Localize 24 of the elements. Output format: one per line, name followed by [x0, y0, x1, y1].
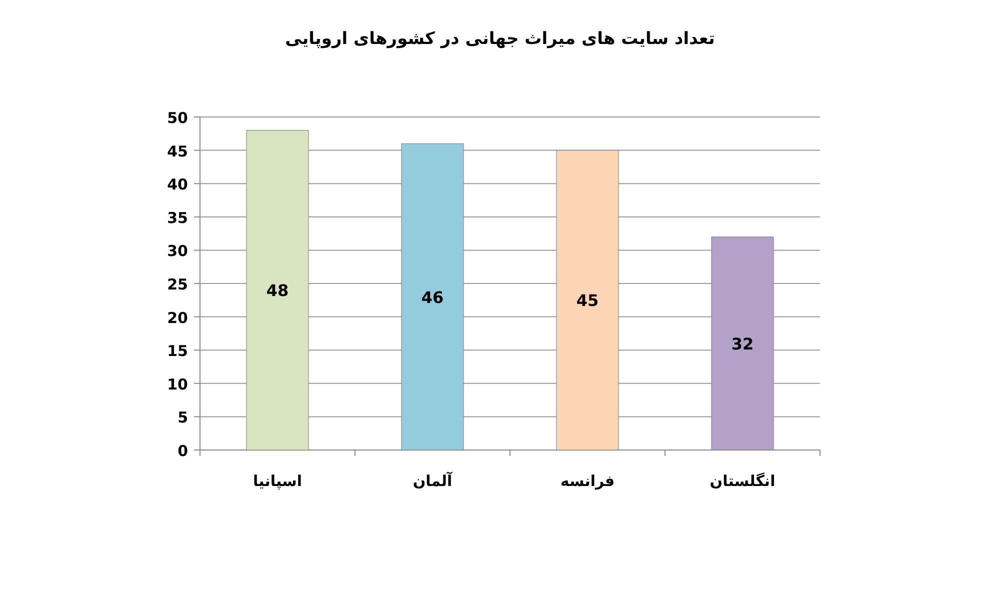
y-tick-label: 10	[167, 375, 188, 394]
chart-title: تعداد سایت های میراث جهانی در کشورهای اروپایی	[285, 29, 715, 49]
x-tick-label: آلمان	[412, 471, 453, 490]
bar	[246, 130, 309, 450]
y-tick-label: 45	[167, 142, 188, 160]
data-label: 46	[421, 288, 444, 307]
y-tick-label: 5	[178, 408, 188, 427]
y-tick-label: 0	[178, 442, 188, 460]
y-tick-label: 35	[167, 208, 188, 227]
data-label: 45	[576, 291, 599, 310]
y-tick-label: 40	[167, 176, 188, 194]
y-tick-label: 50	[167, 109, 188, 127]
x-tick-label: انگلستان	[710, 472, 776, 490]
data-label: 32	[731, 334, 754, 354]
y-tick-label: 25	[167, 276, 188, 294]
data-label: 48	[266, 281, 289, 300]
bar	[711, 236, 774, 450]
bar	[556, 150, 619, 450]
bar	[401, 143, 464, 450]
y-tick-label: 15	[167, 342, 188, 360]
y-tick-label: 30	[167, 242, 188, 260]
x-tick-label: فرانسه	[560, 472, 615, 490]
x-tick-label: اسپانیا	[252, 472, 302, 490]
y-tick-label: 20	[167, 308, 188, 327]
